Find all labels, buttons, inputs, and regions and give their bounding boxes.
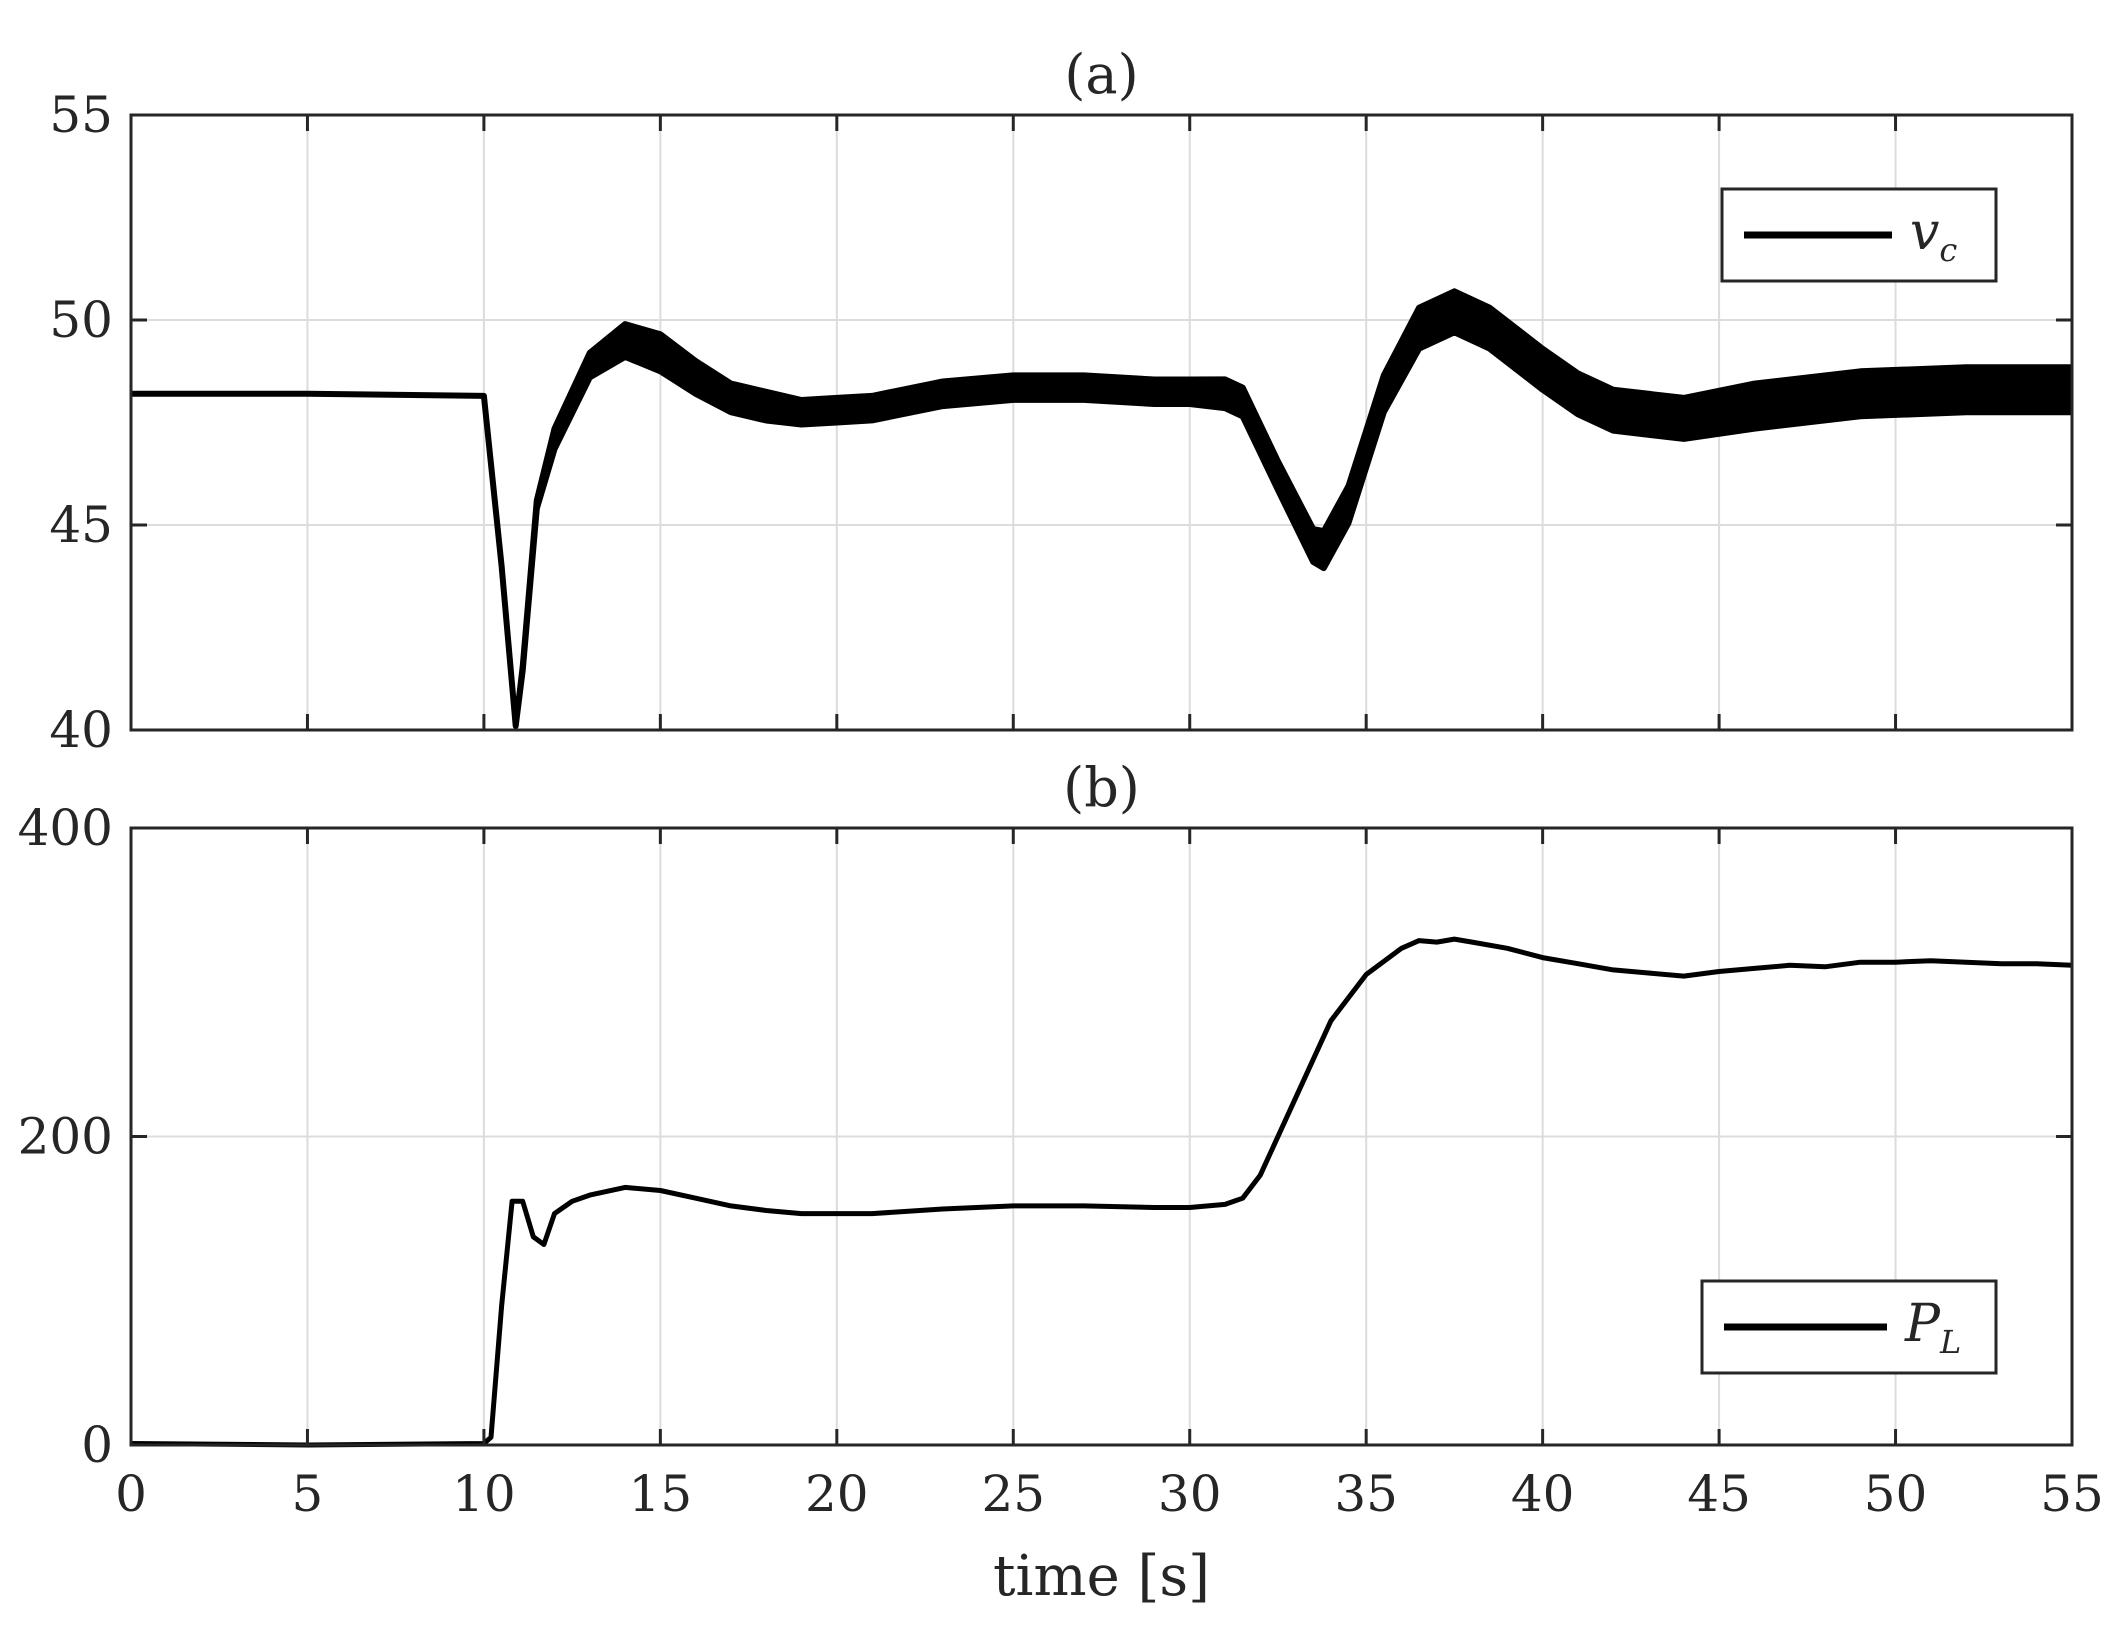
x-tick-label: 50 [1864, 1465, 1928, 1523]
series-line [131, 309, 2072, 729]
x-axis-title: time [s] [993, 1544, 1210, 1609]
x-tick-label: 20 [805, 1465, 869, 1523]
y-tick-label: 0 [81, 1416, 113, 1474]
x-tick-label: 45 [1687, 1465, 1751, 1523]
y-tick-label: 200 [18, 1108, 113, 1166]
panel-a-legend-sub: c [1939, 231, 1957, 269]
panel-a-title: (a) [1064, 43, 1138, 106]
x-tick-label: 55 [2040, 1465, 2104, 1523]
x-tick-labels: 0 5 10 15 20 25 30 35 40 45 50 55 [115, 1465, 2104, 1523]
x-tick-label: 15 [629, 1465, 693, 1523]
panel-b-ticks: 0 200 400 [18, 799, 2074, 1474]
panel-a-ticks: 40 45 50 55 [49, 86, 2074, 759]
series-line [131, 936, 2072, 1448]
panel-a: 40 45 50 55 (a) vc [49, 43, 2074, 759]
panel-b-legend-sub: L [1939, 1323, 1961, 1361]
y-tick-label: 400 [18, 799, 113, 857]
x-tick-label: 10 [452, 1465, 516, 1523]
series-band [131, 288, 2072, 729]
x-tick-label: 35 [1334, 1465, 1398, 1523]
y-tick-label: 55 [49, 86, 113, 144]
panel-b-title: (b) [1063, 756, 1140, 819]
x-tick-label: 25 [981, 1465, 1045, 1523]
panel-b-series [131, 936, 2072, 1448]
panel-b-legend-label: PL [1904, 1294, 1961, 1361]
panel-b-legend: PL [1700, 1279, 1998, 1375]
x-tick-label: 40 [1511, 1465, 1575, 1523]
panel-a-series [131, 288, 2072, 729]
panel-a-legend-main: v [1910, 202, 1939, 262]
panel-b: 0 200 400 (b) PL [18, 756, 2074, 1474]
x-tick-label: 30 [1158, 1465, 1222, 1523]
y-tick-label: 50 [49, 291, 113, 349]
panel-a-frame [129, 113, 2074, 732]
y-tick-label: 45 [49, 496, 113, 554]
x-tick-label: 0 [115, 1465, 147, 1523]
y-tick-label: 40 [49, 701, 113, 759]
x-tick-label: 5 [292, 1465, 324, 1523]
panel-a-legend-label: vc [1910, 202, 1957, 269]
panel-b-legend-main: P [1904, 1294, 1941, 1354]
panel-a-legend: vc [1720, 187, 1998, 283]
panel-a-grid [131, 115, 2072, 730]
